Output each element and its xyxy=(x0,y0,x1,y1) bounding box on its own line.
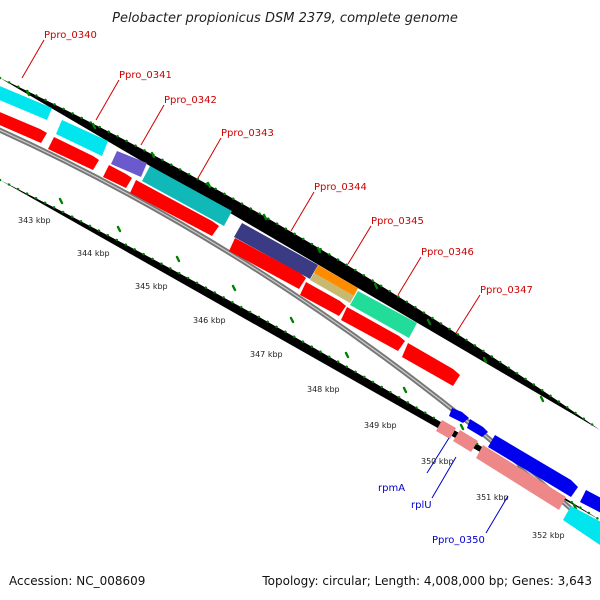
cds-arrow xyxy=(580,490,600,513)
gene-label-ppro-0343: Ppro_0343 xyxy=(221,128,274,139)
kbp-label: 346 kbp xyxy=(193,316,226,325)
gene-labels-red: Ppro_0340 Ppro_0341 Ppro_0342 Ppro_0343 … xyxy=(21,30,533,334)
gene-label-ppro-0341: Ppro_0341 xyxy=(119,70,172,81)
gene-label-ppro-0350: Ppro_0350 xyxy=(432,535,485,546)
cog-feature xyxy=(350,291,417,338)
cds-arrow xyxy=(103,165,132,188)
kbp-label: 349 kbp xyxy=(364,421,397,430)
kbp-label: 343 kbp xyxy=(18,216,51,225)
cds-arrow xyxy=(300,282,346,316)
map-title: Pelobacter propionicus DSM 2379, complet… xyxy=(112,11,458,26)
cds-arrow xyxy=(449,408,469,423)
cds-arrow xyxy=(453,430,478,452)
cog-feature xyxy=(142,166,232,226)
gene-label-ppro-0346: Ppro_0346 xyxy=(421,247,474,258)
cog-feature-track xyxy=(0,86,600,545)
gene-label-ppro-0344: Ppro_0344 xyxy=(314,182,367,193)
cog-feature xyxy=(310,273,354,303)
cds-arrow xyxy=(436,420,456,439)
cds-arrow xyxy=(476,445,566,510)
cds-arrow xyxy=(0,112,47,143)
cds-arrow xyxy=(467,419,488,437)
cog-feature xyxy=(234,223,318,279)
kbp-label: 351 kbp xyxy=(476,493,509,502)
kbp-label: 350 kbp xyxy=(421,457,454,466)
cog-feature xyxy=(0,86,52,120)
kbp-scale: 343 kbp 344 kbp 345 kbp 346 kbp 347 kbp … xyxy=(18,216,565,540)
cds-arrow xyxy=(488,435,578,497)
cds-arrow xyxy=(341,307,405,351)
gene-label-ppro-0340: Ppro_0340 xyxy=(44,30,97,41)
cds-red-track xyxy=(0,112,460,386)
gene-label-ppro-0347: Ppro_0347 xyxy=(480,285,533,296)
cds-arrow xyxy=(229,238,306,289)
cog-feature xyxy=(56,120,108,156)
cds-arrow xyxy=(402,343,460,386)
kbp-label: 348 kbp xyxy=(307,385,340,394)
cds-arrow xyxy=(48,137,99,170)
kbp-label: 345 kbp xyxy=(135,282,168,291)
cds-pink-track xyxy=(436,420,566,510)
kbp-label: 347 kbp xyxy=(250,350,283,359)
gene-label-ppro-0345: Ppro_0345 xyxy=(371,216,424,227)
kbp-label: 344 kbp xyxy=(77,249,110,258)
gene-labels-blue: rpmA rplU Ppro_0350 xyxy=(378,437,509,546)
accession-text: Accession: NC_008609 xyxy=(9,574,145,588)
cog-feature xyxy=(314,265,358,296)
gene-label-ppro-0342: Ppro_0342 xyxy=(164,95,217,106)
gene-label-rpma: rpmA xyxy=(378,483,405,494)
cds-blue-track xyxy=(449,408,600,513)
genome-summary-text: Topology: circular; Length: 4,008,000 bp… xyxy=(261,574,592,588)
cog-feature xyxy=(563,506,600,545)
kbp-label: 352 kbp xyxy=(532,531,565,540)
gene-label-rplu: rplU xyxy=(411,500,432,511)
cds-arrow xyxy=(130,180,219,236)
cog-feature xyxy=(111,151,147,177)
